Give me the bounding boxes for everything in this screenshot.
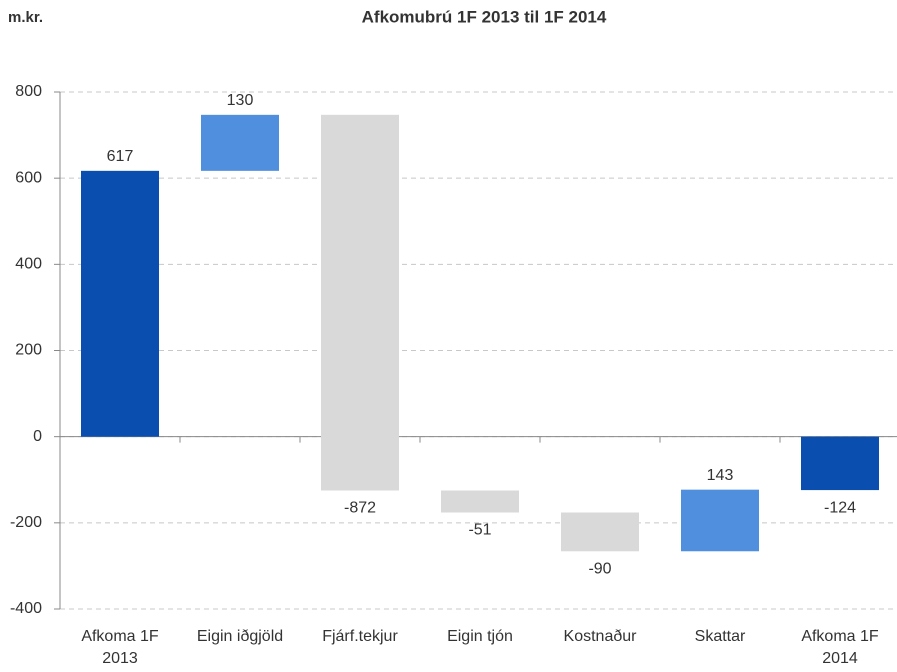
bar: [681, 489, 759, 552]
data-label: -90: [588, 560, 611, 577]
y-tick-label: 400: [15, 256, 42, 273]
bar: [201, 114, 279, 171]
data-label: 143: [707, 467, 734, 484]
x-tick-label: Kostnaður: [564, 628, 638, 645]
data-label: -124: [824, 499, 856, 516]
x-tick-label: Eigin tjón: [447, 628, 513, 645]
data-label: -872: [344, 500, 376, 517]
x-tick-label: Afkoma 1F 2014: [801, 628, 879, 667]
chart-title: Afkomubrú 1F 2013 til 1F 2014: [362, 7, 607, 26]
x-tick-label: Eigin iðgjöld: [197, 628, 283, 645]
y-tick-label: 200: [15, 342, 42, 359]
x-tick-label: Skattar: [695, 628, 746, 645]
x-tick-label: Fjárf.tekjur: [322, 628, 398, 645]
data-label: 130: [227, 92, 254, 109]
x-tick-label: Afkoma 1F 2013: [81, 628, 159, 667]
y-tick-label: 0: [33, 428, 42, 445]
data-label: -51: [468, 522, 491, 539]
bar: [561, 512, 639, 552]
bar: [81, 170, 159, 437]
y-tick-label: 600: [15, 169, 42, 186]
data-label: 617: [107, 148, 134, 165]
bar: [801, 436, 879, 491]
bar: [441, 490, 519, 513]
y-axis-label: m.kr.: [8, 9, 43, 26]
bar: [321, 114, 399, 491]
y-tick-label: -400: [10, 600, 42, 617]
y-tick-label: -200: [10, 514, 42, 531]
y-tick-label: 800: [15, 83, 42, 100]
